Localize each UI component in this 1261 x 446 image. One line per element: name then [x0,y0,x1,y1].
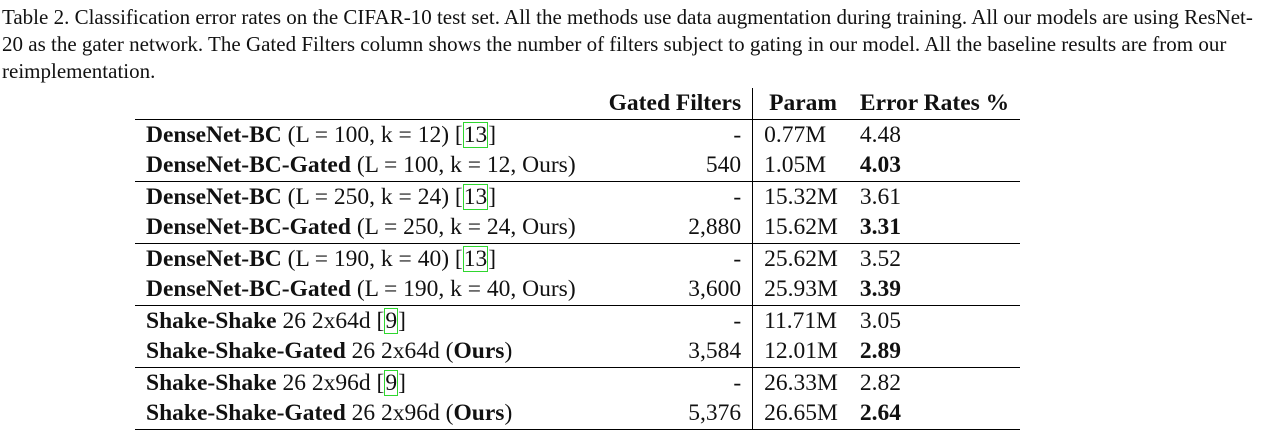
method-name: Shake-Shake-Gated [146,338,346,365]
gated-filters-cell: - [586,367,753,399]
table-caption: Table 2. Classification error rates on t… [2,5,1253,83]
method-name: DenseNet-BC-Gated [146,152,351,179]
error-rate-cell: 3.39 [859,276,902,303]
param-cell: 12.01M [752,336,849,368]
table-row: Shake-Shake-Gated 26 2x96d (Ours) 5,376 26… [135,398,1021,430]
method-name: DenseNet-BC [146,245,282,272]
error-rate-cell: 3.61 [848,181,1021,213]
method-config: (L = 250, k = 24) [287,183,450,210]
error-rate-cell: 2.89 [859,338,902,365]
method-config: (L = 100, k = 12) [287,121,450,148]
param-cell: 15.32M [752,181,849,213]
method-config: (L = 250, k = 24, Ours) [356,214,576,241]
gated-filters-cell: - [586,119,753,151]
header-error-rates: Error Rates % [859,90,1010,116]
param-cell: 26.33M [752,367,849,399]
method-name: Shake-Shake [146,307,277,334]
method-name: DenseNet-BC [146,121,282,148]
table-row: DenseNet-BC (L = 250, k = 24) [13] -15.32… [135,181,1021,213]
table-row: DenseNet-BC-Gated (L = 100, k = 12, Ours… [135,150,1020,182]
method-name: DenseNet-BC-Gated [146,214,351,241]
method-cell: Shake-Shake-Gated 26 2x96d (Ours) [135,398,587,430]
header-method [135,88,587,120]
error-rate-cell: 4.48 [848,119,1021,151]
gated-filters-cell: 3,584 [688,338,742,365]
param-cell: 0.77M [752,119,849,151]
method-config: 26 2x64d [282,307,371,334]
citation-link[interactable]: 13 [462,245,489,272]
method-cell: Shake-Shake 26 2x64d [9] [135,305,587,337]
header-param: Param [752,88,849,120]
error-rate-cell: 3.05 [848,305,1021,337]
ours-label: Ours [453,400,505,427]
method-config: (L = 100, k = 12, Ours) [356,152,576,179]
results-body: DenseNet-BC (L = 100, k = 12) [13] -0.77M… [135,119,1021,430]
error-rate-cell: 3.31 [859,214,902,241]
method-cell: DenseNet-BC (L = 190, k = 40) [13] [135,243,587,275]
method-cell: DenseNet-BC-Gated (L = 100, k = 12, Ours… [135,151,587,182]
method-cell: Shake-Shake 26 2x96d [9] [135,367,587,399]
table-row: Shake-Shake 26 2x96d [9] -26.33M 2.82 [135,367,1021,399]
citation-link[interactable]: 9 [384,307,399,334]
param-cell: 25.62M [752,243,849,275]
method-name: Shake-Shake [146,369,277,396]
method-config: 26 2x96d [351,400,440,427]
header-gated-filters: Gated Filters [608,90,742,116]
header-row: Gated Filters Param Error Rates % [135,88,1020,120]
table-row: Shake-Shake-Gated 26 2x64d (Ours) 3,584 12… [135,336,1020,368]
method-config: (L = 190, k = 40, Ours) [356,276,576,303]
method-config: (L = 190, k = 40) [287,245,450,272]
ours-label: Ours [453,338,505,365]
gated-filters-cell: 540 [705,152,742,179]
citation-link[interactable]: 13 [462,183,489,210]
method-config: 26 2x96d [282,369,371,396]
table-row: Shake-Shake 26 2x64d [9] -11.71M 3.05 [135,305,1021,337]
param-cell: 25.93M [752,274,849,306]
method-cell: DenseNet-BC (L = 250, k = 24) [13] [135,181,587,213]
error-rate-cell: 2.64 [848,398,1021,430]
results-table: Gated Filters Param Error Rates % DenseN… [135,88,1021,430]
gated-filters-cell: - [586,181,753,213]
method-config: 26 2x64d [351,338,440,365]
table-row: DenseNet-BC (L = 190, k = 40) [13] -25.62… [135,243,1021,275]
method-cell: DenseNet-BC-Gated (L = 190, k = 40, Ours… [135,275,587,306]
param-cell: 15.62M [752,212,849,244]
method-cell: Shake-Shake-Gated 26 2x64d (Ours) [146,338,513,365]
error-rate-cell: 4.03 [859,152,902,179]
param-cell: 26.65M [752,398,849,430]
table-row: DenseNet-BC-Gated (L = 190, k = 40, Ours… [135,274,1020,306]
error-rate-cell: 3.52 [848,243,1021,275]
gated-filters-cell: 3,600 [688,276,742,303]
method-name: Shake-Shake-Gated [146,400,346,427]
table-row: DenseNet-BC-Gated (L = 250, k = 24, Ours… [135,212,1020,244]
gated-filters-cell: 5,376 [586,398,753,430]
method-cell: DenseNet-BC (L = 100, k = 12) [13] [135,119,587,151]
method-name: DenseNet-BC [146,183,282,210]
method-cell: DenseNet-BC-Gated (L = 250, k = 24, Ours… [135,213,587,244]
param-cell: 1.05M [752,150,849,182]
error-rate-cell: 2.82 [848,367,1021,399]
method-name: DenseNet-BC-Gated [146,276,351,303]
gated-filters-cell: - [586,305,753,337]
gated-filters-cell: 2,880 [688,214,742,241]
citation-link[interactable]: 9 [384,369,399,396]
param-cell: 11.71M [752,305,849,337]
citation-link[interactable]: 13 [462,121,489,148]
table-row: DenseNet-BC (L = 100, k = 12) [13] -0.77M… [135,119,1021,151]
gated-filters-cell: - [586,243,753,275]
